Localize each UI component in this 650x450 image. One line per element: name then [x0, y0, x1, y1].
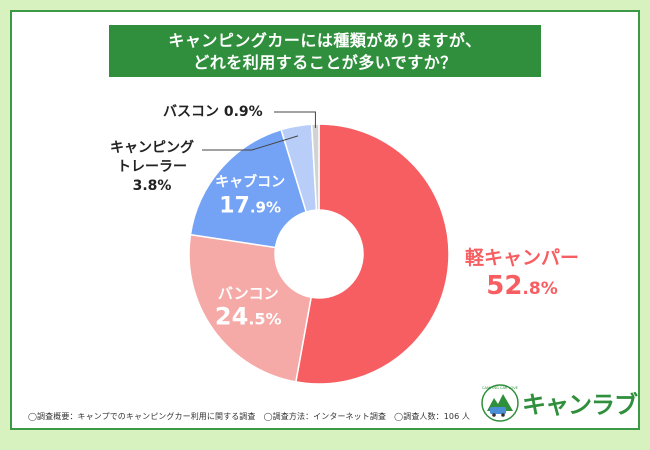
label-trailer-value: 3.8%	[133, 178, 172, 194]
title-line-1: キャンピングカーには種類がありますが、	[168, 31, 482, 50]
label-kei-camper-value: 52.8%	[486, 271, 558, 301]
label-cabcon-name: キャブコン	[215, 174, 285, 191]
slice-3	[189, 128, 308, 249]
leader-trailer	[202, 135, 299, 151]
slice-1	[294, 123, 450, 385]
title-line-2: どれを利用することが多いですか？	[193, 53, 457, 72]
slice-5	[310, 123, 320, 211]
label-buscon: バスコン 0.9%	[163, 104, 263, 120]
label-trailer-name-1: キャンピング	[110, 139, 194, 156]
label-kei-camper-name: 軽キャンパー	[465, 247, 579, 269]
logo-text: キャンラブ	[522, 391, 638, 419]
logo-mark-icon: CAMPING CAR LOVE	[481, 384, 519, 422]
slice-2	[188, 233, 313, 383]
leader-lines	[202, 111, 316, 151]
survey-note: ◯調査概要：キャンプでのキャンピングカー利用に関する調査 ◯調査方法：インターネ…	[28, 412, 471, 421]
brand-logo: CAMPING CAR LOVE キャンラブ	[478, 377, 638, 425]
leader-buscon	[274, 111, 316, 129]
label-trailer-name-2: トレーラー	[117, 159, 187, 175]
label-cabcon-value: 17.9%	[219, 194, 281, 219]
chart-slices	[188, 123, 450, 385]
logo-mark-text: CAMPING CAR LOVE	[482, 386, 519, 390]
label-bancon-value: 24.5%	[215, 303, 282, 331]
label-bancon-name: バンコン	[218, 285, 279, 303]
title-banner: キャンピングカーには種類がありますが、 どれを利用することが多いですか？	[109, 25, 541, 77]
